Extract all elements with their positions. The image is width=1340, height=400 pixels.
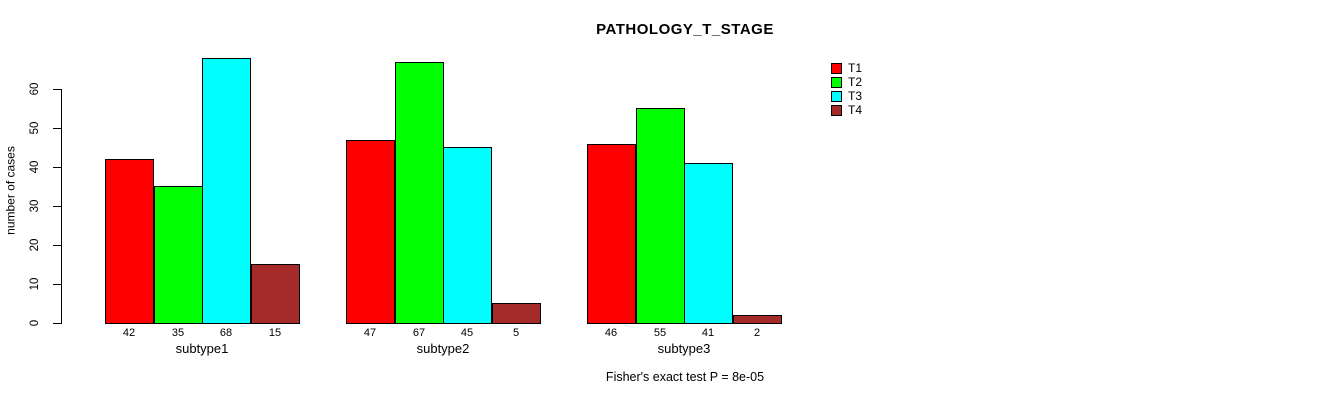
y-axis-tick xyxy=(53,89,61,90)
category-label-subtype2: subtype2 xyxy=(416,341,470,356)
bar-value-label: 2 xyxy=(753,327,761,339)
y-axis-tick-label: 20 xyxy=(29,238,41,252)
bar-t1-subtype2 xyxy=(346,140,395,324)
bar-value-label: 46 xyxy=(604,327,618,339)
category-label-subtype3: subtype3 xyxy=(657,341,711,356)
bar-value-label: 35 xyxy=(171,327,185,339)
y-axis-tick xyxy=(53,284,61,285)
y-axis-tick xyxy=(53,128,61,129)
bar-value-label: 5 xyxy=(512,327,520,339)
y-axis-tick xyxy=(53,245,61,246)
category-label-subtype1: subtype1 xyxy=(175,341,229,356)
legend-label-t2: T2 xyxy=(848,75,863,89)
bar-value-label: 47 xyxy=(363,327,377,339)
bar-t1-subtype1 xyxy=(105,159,154,324)
bar-value-label: 67 xyxy=(412,327,426,339)
y-axis-label: number of cases xyxy=(3,146,18,235)
y-axis-tick xyxy=(53,206,61,207)
annotation-text: Fisher's exact test P = 8e-05 xyxy=(605,370,765,384)
legend-label-t4: T4 xyxy=(848,103,863,117)
y-axis-tick xyxy=(53,323,61,324)
legend-label-t1: T1 xyxy=(848,61,863,75)
bar-t4-subtype2 xyxy=(492,303,541,324)
bar-t4-subtype1 xyxy=(251,264,300,324)
legend-swatch-t3 xyxy=(831,91,842,102)
legend-swatch-t1 xyxy=(831,63,842,74)
y-axis-tick-label: 60 xyxy=(29,82,41,96)
legend-swatch-t4 xyxy=(831,105,842,116)
bar-value-label: 45 xyxy=(460,327,474,339)
bar-t2-subtype3 xyxy=(636,108,685,324)
legend-swatch-t2 xyxy=(831,77,842,88)
chart-title: PATHOLOGY_T_STAGE xyxy=(596,21,774,38)
bar-t2-subtype2 xyxy=(395,62,444,324)
y-axis-tick xyxy=(53,167,61,168)
y-axis-tick-label: 30 xyxy=(29,199,41,213)
bar-t4-subtype3 xyxy=(733,315,782,324)
bar-t1-subtype3 xyxy=(587,144,636,324)
bar-t3-subtype3 xyxy=(684,163,733,324)
bar-value-label: 15 xyxy=(268,327,282,339)
bar-value-label: 41 xyxy=(701,327,715,339)
y-axis-tick-label: 10 xyxy=(29,277,41,291)
legend-label-t3: T3 xyxy=(848,89,863,103)
y-axis-tick-label: 0 xyxy=(29,319,41,327)
bar-value-label: 42 xyxy=(122,327,136,339)
y-axis-line xyxy=(61,89,62,324)
y-axis-tick-label: 50 xyxy=(29,121,41,135)
y-axis-tick-label: 40 xyxy=(29,160,41,174)
bar-t3-subtype1 xyxy=(202,58,251,324)
bar-value-label: 55 xyxy=(653,327,667,339)
bar-t3-subtype2 xyxy=(443,147,492,324)
bar-value-label: 68 xyxy=(219,327,233,339)
bar-t2-subtype1 xyxy=(154,186,203,324)
